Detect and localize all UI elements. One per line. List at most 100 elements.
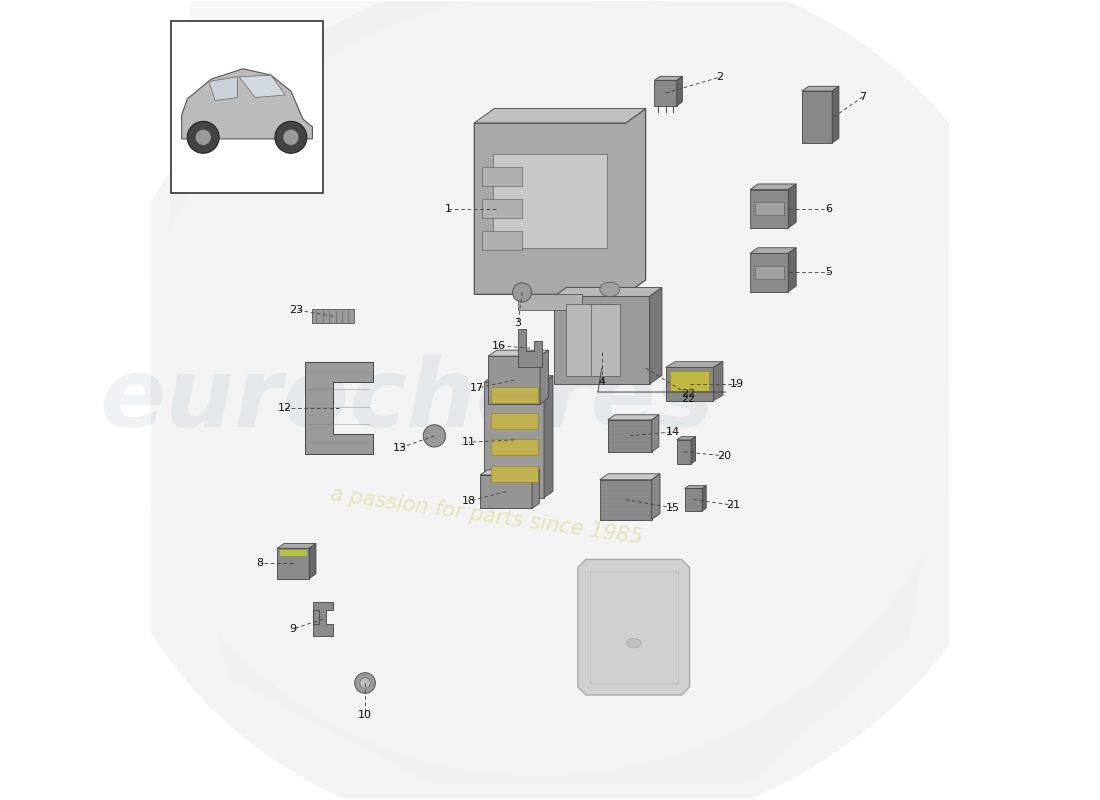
Polygon shape bbox=[518, 329, 542, 367]
Text: 16: 16 bbox=[492, 341, 506, 350]
Circle shape bbox=[283, 130, 299, 146]
Ellipse shape bbox=[627, 638, 641, 648]
Polygon shape bbox=[488, 350, 549, 356]
Text: 2: 2 bbox=[716, 72, 724, 82]
Ellipse shape bbox=[600, 282, 619, 297]
Circle shape bbox=[275, 122, 307, 154]
Circle shape bbox=[187, 122, 219, 154]
Polygon shape bbox=[167, 2, 948, 782]
Polygon shape bbox=[554, 287, 662, 296]
Polygon shape bbox=[484, 376, 553, 382]
Polygon shape bbox=[650, 287, 662, 384]
Circle shape bbox=[513, 283, 531, 302]
Polygon shape bbox=[540, 350, 549, 404]
Polygon shape bbox=[750, 184, 796, 190]
Text: 18: 18 bbox=[462, 496, 475, 506]
Text: 7: 7 bbox=[859, 92, 866, 102]
Polygon shape bbox=[654, 80, 676, 106]
Polygon shape bbox=[491, 466, 538, 482]
Polygon shape bbox=[554, 296, 650, 384]
Polygon shape bbox=[312, 602, 333, 636]
Polygon shape bbox=[474, 109, 646, 294]
Polygon shape bbox=[481, 470, 539, 475]
Polygon shape bbox=[600, 474, 660, 480]
Text: 17: 17 bbox=[470, 383, 484, 393]
Text: 8: 8 bbox=[256, 558, 263, 569]
Polygon shape bbox=[755, 202, 783, 215]
Text: 22: 22 bbox=[681, 390, 695, 399]
Text: 1: 1 bbox=[444, 204, 451, 214]
Polygon shape bbox=[544, 376, 553, 498]
Text: 4: 4 bbox=[598, 378, 605, 387]
Polygon shape bbox=[750, 190, 789, 228]
Polygon shape bbox=[484, 382, 544, 498]
Polygon shape bbox=[518, 294, 582, 310]
Text: 15: 15 bbox=[666, 502, 680, 513]
Polygon shape bbox=[702, 486, 706, 511]
Polygon shape bbox=[565, 304, 594, 376]
Polygon shape bbox=[277, 543, 316, 548]
Bar bbox=[172, 22, 322, 193]
Polygon shape bbox=[802, 91, 833, 143]
Text: 21: 21 bbox=[726, 500, 740, 510]
Polygon shape bbox=[578, 559, 690, 695]
Circle shape bbox=[360, 678, 371, 688]
Ellipse shape bbox=[90, 0, 1042, 800]
Polygon shape bbox=[493, 154, 607, 248]
Polygon shape bbox=[608, 414, 659, 420]
Polygon shape bbox=[676, 437, 695, 440]
Circle shape bbox=[424, 425, 446, 447]
Polygon shape bbox=[684, 489, 702, 511]
Text: 9: 9 bbox=[289, 624, 297, 634]
Polygon shape bbox=[209, 77, 238, 101]
Polygon shape bbox=[592, 304, 619, 376]
Text: 23: 23 bbox=[289, 305, 304, 315]
Text: 10: 10 bbox=[358, 710, 372, 720]
Polygon shape bbox=[482, 199, 522, 218]
Polygon shape bbox=[684, 486, 706, 489]
Polygon shape bbox=[474, 109, 646, 123]
Polygon shape bbox=[277, 548, 309, 578]
Polygon shape bbox=[491, 439, 538, 455]
Text: 13: 13 bbox=[393, 443, 407, 453]
Text: 20: 20 bbox=[717, 451, 730, 461]
Polygon shape bbox=[309, 543, 316, 578]
Circle shape bbox=[195, 130, 211, 146]
Polygon shape bbox=[691, 437, 695, 464]
Polygon shape bbox=[532, 470, 539, 509]
Polygon shape bbox=[676, 440, 691, 464]
Polygon shape bbox=[481, 475, 532, 509]
Polygon shape bbox=[714, 362, 723, 401]
Polygon shape bbox=[182, 69, 312, 139]
Polygon shape bbox=[750, 254, 789, 291]
Polygon shape bbox=[670, 370, 708, 391]
Polygon shape bbox=[666, 367, 714, 401]
Text: 11: 11 bbox=[462, 438, 475, 447]
Polygon shape bbox=[676, 76, 682, 106]
Polygon shape bbox=[488, 356, 540, 404]
Polygon shape bbox=[491, 387, 538, 402]
Polygon shape bbox=[239, 75, 285, 98]
Polygon shape bbox=[833, 86, 839, 143]
Polygon shape bbox=[608, 420, 651, 452]
Text: 12: 12 bbox=[278, 403, 293, 413]
Polygon shape bbox=[755, 266, 783, 279]
Text: eurocheres: eurocheres bbox=[99, 354, 714, 446]
Text: 3: 3 bbox=[515, 318, 521, 329]
Text: 6: 6 bbox=[825, 204, 833, 214]
Polygon shape bbox=[305, 362, 373, 454]
Polygon shape bbox=[802, 86, 839, 91]
Polygon shape bbox=[312, 309, 354, 323]
Polygon shape bbox=[651, 414, 659, 452]
Text: 14: 14 bbox=[666, 427, 680, 437]
Polygon shape bbox=[482, 231, 522, 250]
Polygon shape bbox=[482, 167, 522, 186]
Text: a passion for parts since 1985: a passion for parts since 1985 bbox=[329, 484, 644, 547]
Polygon shape bbox=[789, 248, 796, 291]
Polygon shape bbox=[279, 550, 307, 556]
Circle shape bbox=[354, 673, 375, 694]
Polygon shape bbox=[666, 362, 723, 367]
Text: 5: 5 bbox=[825, 267, 833, 278]
Polygon shape bbox=[600, 480, 651, 519]
Polygon shape bbox=[654, 76, 682, 80]
